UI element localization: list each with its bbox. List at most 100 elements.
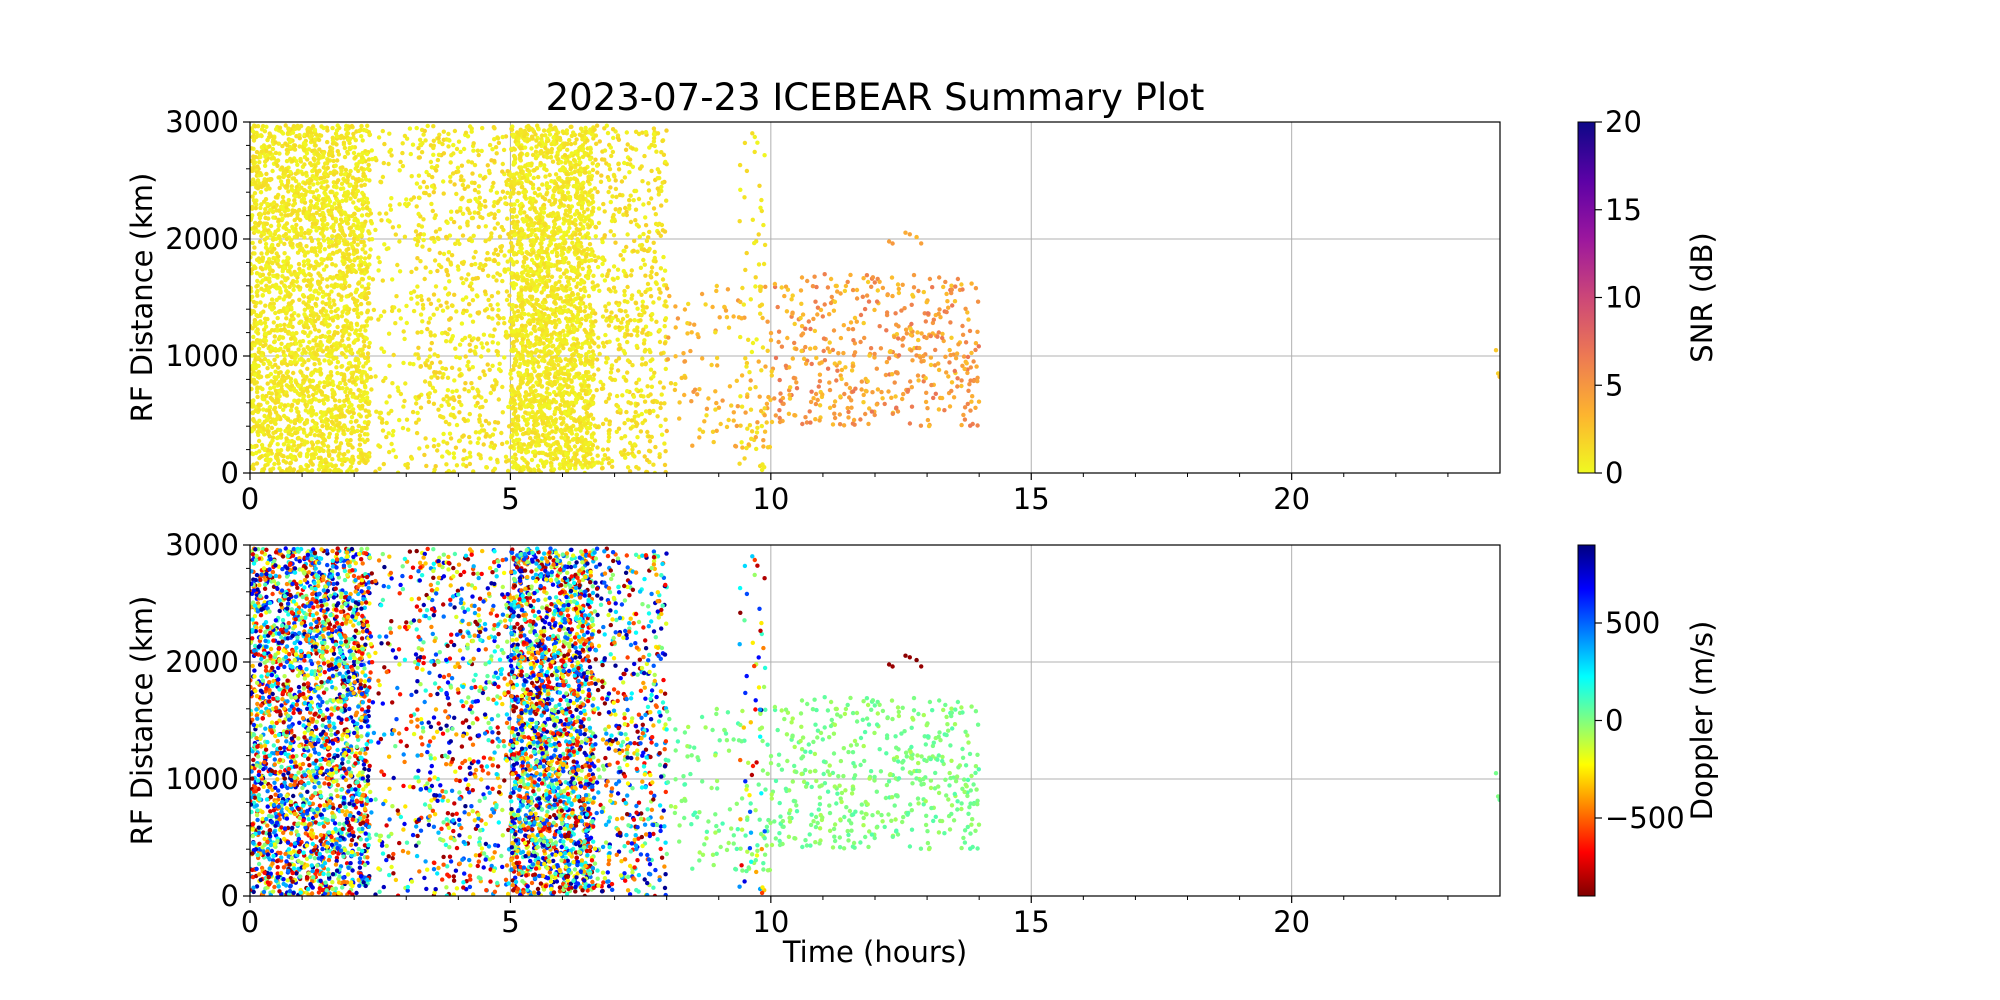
data-point [318,280,323,285]
data-point [386,331,392,336]
data-point [268,371,274,377]
data-point [329,419,335,424]
data-point [496,208,501,214]
data-point [318,455,323,460]
data-point [325,353,331,358]
data-point [305,133,310,138]
data-point [258,265,264,270]
data-point [333,343,339,348]
data-point [302,200,308,205]
data-point [299,198,305,203]
data-point [287,284,292,290]
data-point [323,309,329,314]
data-point [341,431,346,436]
data-point [453,346,458,351]
data-point [587,190,592,195]
data-point [512,176,517,181]
data-point [301,380,306,385]
data-point [479,148,484,154]
data-point [334,142,339,147]
data-point [574,432,579,438]
data-point [275,258,281,263]
data-point [365,200,371,205]
data-point [315,181,320,186]
data-point [257,418,262,423]
data-point [366,420,371,425]
data-point [582,416,587,421]
data-point [326,407,332,412]
data-point [326,434,332,440]
data-point [429,375,434,380]
data-point [318,309,324,314]
data-point [553,127,559,132]
data-point [268,133,273,139]
data-point [368,247,373,252]
data-point [343,389,348,394]
data-point [314,342,319,347]
data-point [517,364,522,369]
data-point [252,191,258,196]
data-point [293,229,299,234]
data-point [320,440,325,446]
data-point [265,316,270,322]
data-point [333,439,339,444]
data-point [327,199,333,204]
data-point [436,407,441,412]
data-point [299,356,304,361]
data-point [562,366,567,371]
data-point [569,171,574,176]
data-point [367,132,373,137]
data-point [582,379,587,385]
data-point [585,231,591,236]
data-point [577,132,582,137]
data-point [558,274,563,280]
data-point [473,276,478,281]
data-point [486,273,491,278]
data-point [261,143,267,148]
data-point [350,407,356,412]
data-point [262,413,267,419]
data-point [330,387,335,393]
data-point [466,389,471,394]
data-point [266,452,271,457]
data-point [504,289,510,294]
data-point [473,430,479,435]
data-point [288,240,293,245]
data-point [496,199,501,204]
data-point [446,137,451,143]
data-point [356,226,362,231]
data-point [353,205,359,210]
data-point [305,129,311,134]
data-point [429,236,434,241]
data-point [301,259,307,264]
data-point [258,171,263,176]
data-point [421,217,426,222]
data-point [280,376,285,382]
data-point [302,235,307,240]
data-point [512,202,517,207]
data-point [367,340,372,346]
data-point [495,136,501,141]
data-point [448,179,453,184]
data-point [429,165,435,170]
data-point [271,273,276,278]
data-point [587,224,592,229]
data-point [469,381,474,386]
data-point [329,289,334,294]
data-point [282,251,287,256]
data-point [351,251,356,257]
data-point [289,187,294,192]
data-points [250,123,1500,473]
data-point [318,334,323,340]
data-point [431,138,436,143]
data-point [285,183,290,188]
data-point [507,302,512,307]
data-point [476,393,481,398]
data-point [351,200,356,205]
data-point [259,358,264,363]
data-point [415,301,420,306]
data-point [320,432,325,437]
data-point [314,412,319,417]
data-point [362,420,368,425]
data-point [362,439,368,445]
